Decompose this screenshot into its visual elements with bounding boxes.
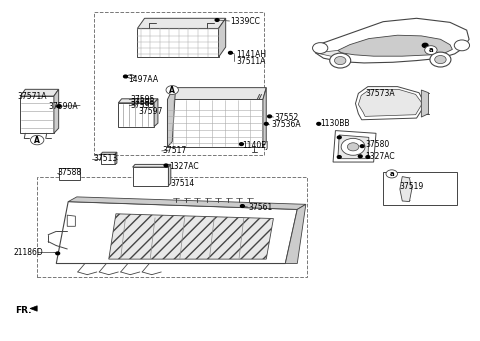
Circle shape <box>341 138 365 155</box>
Polygon shape <box>132 167 168 186</box>
Circle shape <box>435 56 446 64</box>
Polygon shape <box>21 96 54 133</box>
Circle shape <box>366 155 370 158</box>
Polygon shape <box>359 89 422 116</box>
Polygon shape <box>137 28 218 57</box>
Polygon shape <box>118 99 158 103</box>
Text: 1140EJ: 1140EJ <box>242 140 269 150</box>
Text: 37590A: 37590A <box>48 102 78 112</box>
Circle shape <box>240 143 243 146</box>
Text: A: A <box>169 86 175 94</box>
Polygon shape <box>109 214 274 259</box>
Bar <box>95 12 264 155</box>
Text: 37511A: 37511A <box>236 57 265 66</box>
Polygon shape <box>168 164 171 186</box>
Circle shape <box>422 43 428 47</box>
Circle shape <box>454 40 469 51</box>
Polygon shape <box>101 152 117 154</box>
Circle shape <box>337 136 341 139</box>
Polygon shape <box>333 131 376 162</box>
Circle shape <box>430 52 451 67</box>
Polygon shape <box>67 215 75 226</box>
Polygon shape <box>168 88 176 147</box>
Polygon shape <box>315 50 345 57</box>
Polygon shape <box>101 154 115 164</box>
Circle shape <box>31 135 44 145</box>
Text: FR.: FR. <box>15 306 31 315</box>
Circle shape <box>228 51 232 54</box>
Circle shape <box>348 143 359 151</box>
Text: 1339CC: 1339CC <box>230 17 260 26</box>
Text: a: a <box>389 171 394 177</box>
Polygon shape <box>124 74 136 78</box>
Polygon shape <box>154 99 158 127</box>
Text: 37519: 37519 <box>400 182 424 191</box>
Text: 37514: 37514 <box>171 179 195 188</box>
Circle shape <box>359 155 362 158</box>
Polygon shape <box>338 135 369 159</box>
Text: 37552: 37552 <box>275 113 299 121</box>
Polygon shape <box>400 177 412 202</box>
Polygon shape <box>356 87 425 120</box>
Bar <box>383 172 457 205</box>
Circle shape <box>57 105 60 108</box>
Polygon shape <box>218 18 226 57</box>
Circle shape <box>56 252 60 255</box>
Polygon shape <box>137 18 226 28</box>
Text: 37588: 37588 <box>58 168 82 177</box>
Text: 37580: 37580 <box>365 139 389 149</box>
Circle shape <box>425 46 437 55</box>
Polygon shape <box>115 152 117 164</box>
Circle shape <box>335 57 346 65</box>
Text: 1141AH: 1141AH <box>236 50 266 59</box>
Polygon shape <box>421 90 429 117</box>
Circle shape <box>240 205 244 207</box>
Circle shape <box>166 86 179 94</box>
Text: 21186D: 21186D <box>13 248 43 257</box>
Polygon shape <box>118 103 154 127</box>
Circle shape <box>330 53 351 68</box>
Circle shape <box>317 122 321 125</box>
Circle shape <box>386 170 397 178</box>
Text: A: A <box>34 136 40 145</box>
Circle shape <box>312 43 328 54</box>
Polygon shape <box>30 306 37 311</box>
Circle shape <box>215 19 219 21</box>
Polygon shape <box>56 202 297 264</box>
Circle shape <box>360 145 364 148</box>
Text: 1130BB: 1130BB <box>320 119 349 128</box>
Polygon shape <box>168 100 263 147</box>
Text: 37573A: 37573A <box>365 89 395 98</box>
Polygon shape <box>59 168 80 180</box>
Polygon shape <box>21 89 59 96</box>
Circle shape <box>337 155 341 158</box>
Text: 37595: 37595 <box>130 95 155 104</box>
Circle shape <box>164 164 168 167</box>
Text: 37513: 37513 <box>93 154 117 163</box>
Polygon shape <box>315 18 469 63</box>
Text: 37517: 37517 <box>163 146 187 155</box>
Polygon shape <box>68 197 306 209</box>
Text: 1327AC: 1327AC <box>365 152 395 162</box>
Circle shape <box>264 122 268 125</box>
Text: 37561: 37561 <box>249 203 273 211</box>
Bar <box>37 177 307 277</box>
Text: 37536A: 37536A <box>271 120 300 129</box>
Text: a: a <box>429 47 433 53</box>
Polygon shape <box>132 164 171 167</box>
Text: 1327AC: 1327AC <box>169 162 199 171</box>
Text: 1497AA: 1497AA <box>128 75 158 84</box>
Text: 37571A: 37571A <box>17 92 47 101</box>
Polygon shape <box>285 204 306 264</box>
Polygon shape <box>338 35 452 56</box>
Circle shape <box>268 115 272 118</box>
Polygon shape <box>54 89 59 133</box>
Text: 37597: 37597 <box>139 107 163 117</box>
Text: 37595: 37595 <box>130 101 155 110</box>
Text: 37595: 37595 <box>130 98 155 107</box>
Polygon shape <box>172 88 266 100</box>
Polygon shape <box>263 88 266 147</box>
Circle shape <box>123 75 127 78</box>
